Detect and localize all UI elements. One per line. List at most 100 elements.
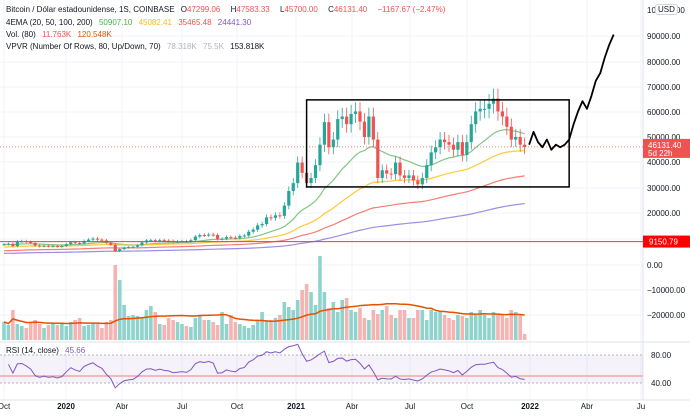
time-tick-label: Oct: [231, 402, 244, 411]
ema-legend[interactable]: 4EMA (20, 50, 100, 200) 50907.10 45082.4…: [6, 18, 255, 28]
hline-label-bg: [643, 235, 690, 248]
ema20-value: 50907.10: [98, 18, 133, 27]
volume-bar: [157, 324, 162, 340]
volume-bar: [33, 320, 37, 340]
candle-down: [505, 116, 509, 127]
price-tick-label: −10000.00: [647, 286, 686, 295]
volume-bar: [122, 305, 126, 340]
time-axis[interactable]: Oct 2020 Abr Jul Oct 2021 Abr Jul Oct 2022 Abr Ju: [0, 402, 645, 411]
candle-up: [456, 142, 460, 150]
candle-up: [322, 122, 326, 145]
candle-up: [2, 244, 6, 246]
candle-up: [264, 217, 269, 225]
candle-down: [371, 116, 375, 140]
open-value: 47299.06: [187, 5, 221, 14]
currency-badge[interactable]: USD: [655, 4, 678, 15]
candle-up: [82, 240, 86, 244]
volume-bar: [91, 323, 95, 340]
volume-bar: [389, 315, 393, 340]
time-tick-label: Abr: [346, 402, 359, 411]
candles: [2, 88, 527, 253]
volume-bar: [246, 328, 251, 340]
candle-up: [331, 139, 335, 148]
volume-bar: [224, 324, 229, 340]
rsi-band: [0, 355, 643, 383]
volume-bar: [131, 315, 135, 340]
volume-bar: [491, 312, 496, 340]
ema100-value: 35465.48: [178, 18, 212, 27]
candle-up: [122, 247, 126, 250]
candle-down: [11, 243, 15, 247]
volume-bar: [478, 310, 482, 340]
candle-down: [447, 142, 451, 145]
time-tick-label: Oct: [0, 402, 11, 411]
volume-bar: [456, 315, 460, 340]
candle-up: [189, 240, 193, 242]
candle-down: [211, 234, 215, 236]
candle-up: [434, 147, 438, 153]
volume-bar: [318, 256, 322, 340]
volume-bar: [482, 315, 487, 340]
candle-up: [380, 170, 384, 178]
volume-bar: [447, 318, 451, 340]
candle-down: [29, 241, 33, 243]
volume-bar: [202, 320, 207, 340]
volume-bar: [273, 318, 278, 340]
candle-up: [318, 144, 322, 166]
volume-legend[interactable]: Vol. (80) 11.763K 120.548K: [6, 30, 116, 40]
candle-up: [198, 235, 202, 237]
candle-up: [491, 98, 496, 104]
candle-down: [300, 162, 304, 173]
volume-bar: [51, 323, 55, 340]
volume-bar: [144, 310, 149, 340]
volume-bar: [2, 322, 6, 340]
volume-bar: [402, 310, 407, 340]
price-tick-label: 0.00: [647, 261, 663, 270]
volume-bar: [500, 314, 505, 340]
volume-bar: [322, 292, 327, 340]
candle-up: [394, 162, 398, 175]
vpvr-up-value: 78.318K: [166, 42, 197, 51]
volume-bar: [184, 326, 189, 340]
ema20-line: [3, 129, 525, 246]
candle-down: [509, 126, 513, 140]
candle-down: [345, 116, 349, 125]
volume-bar: [487, 318, 491, 340]
candle-up: [309, 177, 313, 184]
candle-down: [398, 162, 402, 176]
candle-down: [385, 170, 389, 174]
candle-up: [69, 242, 73, 245]
rsi-line: [8, 343, 525, 389]
vpvr-legend[interactable]: VPVR (Number Of Rows, 80, Up/Down, 70) 7…: [6, 42, 268, 52]
volume-bar: [518, 315, 522, 340]
candle-up: [118, 249, 122, 252]
volume-bar: [171, 320, 175, 340]
price-axis[interactable]: 100000.0090000.0080000.0070000.0060000.0…: [643, 6, 690, 388]
volume-bar: [442, 315, 447, 340]
rsi-tick-label: 80.00: [651, 351, 672, 360]
volume-bar: [242, 326, 247, 340]
candle-down: [233, 237, 237, 239]
candle-up: [478, 108, 482, 112]
candle-down: [523, 144, 527, 147]
volume-bar: [180, 324, 184, 340]
candle-up: [469, 124, 473, 143]
vpvr-label: VPVR (Number Of Rows, 80, Up/Down, 70): [6, 42, 161, 51]
low-value: 45700.00: [284, 5, 318, 14]
time-tick-label: Abr: [581, 402, 594, 411]
drawings[interactable]: [0, 34, 643, 243]
candle-down: [78, 242, 82, 244]
volume-bar: [416, 310, 420, 340]
volume-bar: [60, 324, 64, 340]
volume-bar: [398, 310, 402, 340]
countdown-label: 5d 22h: [648, 149, 672, 158]
symbol-title[interactable]: Bitcoin / Dólar estadounidense, 1S, COIN…: [6, 5, 175, 14]
rsi-legend[interactable]: RSI (14, close) 45.66: [6, 346, 89, 356]
volume-bar: [295, 300, 300, 340]
volume-bar: [331, 302, 336, 340]
volume-ma-line: [3, 302, 525, 325]
candle-up: [349, 113, 353, 125]
volume-bar: [109, 320, 113, 340]
last-price-label: 46131.40: [648, 141, 682, 150]
